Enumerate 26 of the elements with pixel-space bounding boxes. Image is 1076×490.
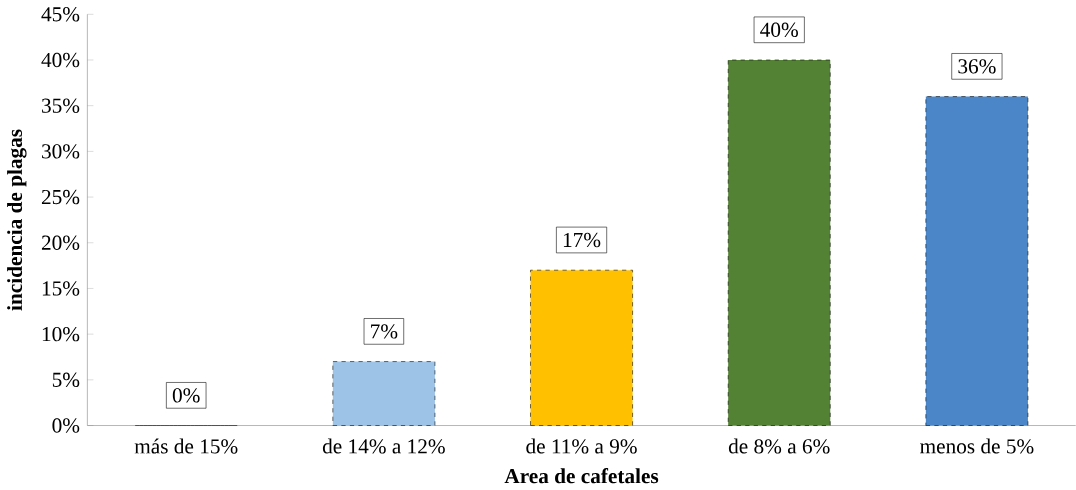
x-tick-label: menos de 5% <box>920 438 1034 454</box>
data-label: 7% <box>371 323 398 339</box>
x-tick-label: de 8% a 6% <box>728 438 830 454</box>
bar <box>530 269 633 426</box>
y-tick-label: 45% <box>41 6 80 22</box>
y-tick-label: 10% <box>42 326 80 342</box>
y-tick-label: 35% <box>42 98 80 113</box>
bar <box>332 361 436 426</box>
y-tick-label: 0% <box>52 418 80 433</box>
data-label: 40% <box>760 22 798 37</box>
data-label: 17% <box>563 232 601 248</box>
x-tick-label: más de 15% <box>134 438 238 454</box>
y-tick-label: 20% <box>41 235 80 250</box>
bar <box>925 96 1029 426</box>
y-tick-label: 25% <box>41 189 80 205</box>
y-tick-label: 15% <box>42 281 80 296</box>
bar <box>727 59 831 426</box>
y-tick-label: 5% <box>52 372 80 387</box>
x-axis-title: Area de cafetales <box>504 467 659 484</box>
x-tick-label: de 11% a 9% <box>526 438 637 454</box>
y-tick-label: 30% <box>42 143 80 159</box>
y-tick-label: 40% <box>41 52 80 68</box>
data-label: 36% <box>958 58 996 74</box>
y-axis-title: incidencia de plagas <box>7 129 27 311</box>
data-label: 0% <box>172 387 200 403</box>
x-tick-label: de 14% a 12% <box>322 438 445 454</box>
